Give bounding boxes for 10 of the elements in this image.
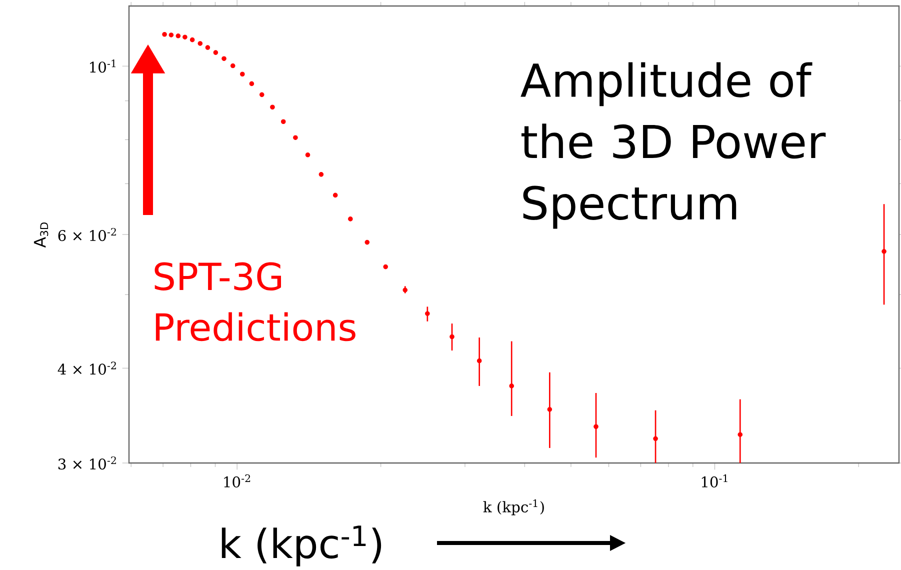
y-tick-label: 4 × 10$^{-2}$ [58,362,116,375]
annotation: SPT-3G Predictions [154,262,356,342]
y-axis-title: A$_{3D}$ [34,222,48,248]
x-axis-title: k (kpc$^{-1}$) [483,499,544,516]
y-tick-label: 10$^{-1}$ [90,60,116,73]
text: k (kpc$^{-1}$) [222,526,382,566]
x-tick-label: 10$^{-2}$ [224,474,250,488]
y-tick-label: 6 × 10$^{-2}$ [58,228,116,242]
annotation: Amplitude of the 3D Power Spectrum [520,62,826,229]
y-tick-label: 3 × 10$^{-2}$ [58,456,116,470]
